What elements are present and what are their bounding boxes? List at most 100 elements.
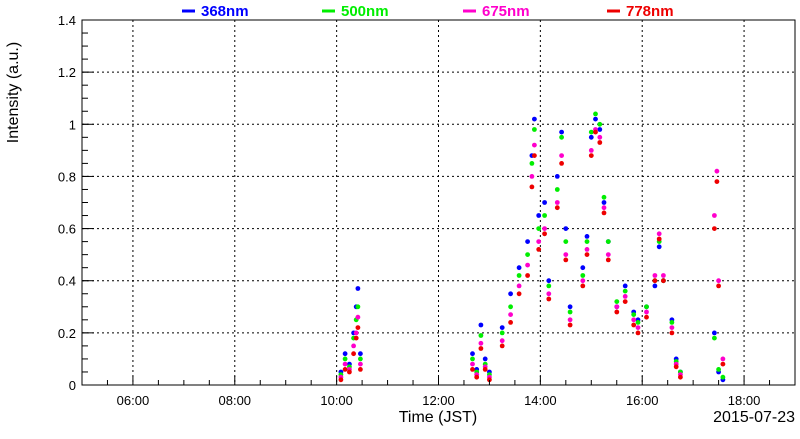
- y-tick-label: 0.6: [58, 222, 76, 237]
- data-point: [508, 291, 513, 297]
- data-point: [567, 317, 573, 323]
- data-points-layer: [338, 111, 726, 383]
- data-point: [355, 286, 361, 291]
- data-point: [597, 134, 603, 140]
- data-point: [656, 231, 662, 237]
- data-point: [584, 239, 590, 245]
- x-tick-label: 06:00: [117, 393, 150, 408]
- data-point: [580, 265, 586, 271]
- data-point: [601, 205, 607, 211]
- data-point: [554, 174, 560, 179]
- data-point: [714, 179, 720, 185]
- data-point: [588, 134, 594, 140]
- data-point: [622, 299, 628, 304]
- data-point: [631, 322, 637, 328]
- data-point: [669, 330, 675, 336]
- data-point: [532, 153, 537, 159]
- x-tick-label: 10:00: [320, 393, 353, 408]
- data-point: [470, 367, 475, 372]
- data-point: [358, 356, 363, 362]
- y-tick-label: 0.8: [58, 169, 76, 184]
- data-point: [563, 252, 569, 257]
- data-point: [470, 361, 475, 367]
- y-tick-label: 1.2: [58, 65, 76, 80]
- data-point: [536, 239, 542, 245]
- data-point: [482, 367, 488, 372]
- data-point: [355, 314, 361, 320]
- data-point: [652, 273, 658, 278]
- data-point: [601, 194, 607, 200]
- data-point: [516, 283, 522, 289]
- x-tick-label: 12:00: [422, 393, 455, 408]
- data-point: [525, 252, 530, 257]
- data-point: [478, 340, 484, 346]
- data-point: [529, 161, 535, 166]
- data-point: [358, 367, 363, 372]
- data-point: [631, 312, 637, 317]
- series-368nm: [338, 116, 726, 383]
- data-point: [712, 213, 717, 218]
- data-point: [563, 226, 569, 232]
- data-point: [525, 262, 530, 268]
- data-point: [542, 200, 547, 205]
- data-point: [635, 325, 641, 330]
- data-point: [597, 127, 603, 132]
- data-point: [588, 129, 594, 135]
- data-point: [482, 356, 488, 362]
- data-point: [716, 367, 721, 372]
- data-point: [712, 330, 717, 336]
- data-point: [516, 265, 522, 271]
- data-point: [593, 129, 598, 135]
- data-point: [516, 273, 522, 278]
- data-point: [355, 325, 361, 330]
- data-point: [661, 278, 666, 284]
- data-point: [644, 309, 649, 315]
- data-point: [584, 252, 590, 257]
- data-point: [499, 325, 505, 330]
- data-point: [661, 273, 666, 278]
- data-point: [542, 226, 547, 232]
- data-point: [532, 116, 537, 122]
- y-tick-label: 0: [69, 378, 76, 393]
- data-point: [478, 322, 484, 328]
- data-point: [358, 351, 363, 357]
- data-point: [580, 273, 586, 278]
- y-tick-label: 0.4: [58, 274, 76, 289]
- data-point: [567, 309, 573, 315]
- data-point: [678, 374, 683, 380]
- data-point: [567, 322, 573, 328]
- data-point: [652, 283, 658, 289]
- data-point: [669, 320, 675, 325]
- data-point: [656, 236, 662, 242]
- data-point: [601, 200, 607, 205]
- data-point: [499, 338, 505, 344]
- data-point: [351, 343, 356, 349]
- data-point: [342, 361, 348, 367]
- data-point: [554, 200, 560, 205]
- data-point: [351, 351, 356, 357]
- data-point: [716, 278, 721, 284]
- y-tick-label: 0.2: [58, 326, 76, 341]
- data-point: [635, 320, 641, 325]
- data-point: [622, 294, 628, 299]
- data-point: [342, 351, 348, 357]
- data-point: [605, 252, 611, 257]
- data-point: [525, 273, 530, 278]
- x-tick-label: 16:00: [626, 393, 659, 408]
- data-point: [614, 299, 620, 304]
- x-tick-label: 18:00: [728, 393, 761, 408]
- data-point: [563, 257, 569, 263]
- data-point: [673, 364, 679, 370]
- data-point: [669, 325, 675, 330]
- data-point: [622, 283, 628, 289]
- data-point: [584, 247, 590, 252]
- data-point: [542, 213, 547, 218]
- data-point: [597, 140, 603, 145]
- data-point: [542, 231, 547, 237]
- data-point: [353, 335, 359, 341]
- data-point: [652, 278, 658, 284]
- data-point: [601, 210, 607, 216]
- y-tick-label: 1.4: [58, 13, 76, 28]
- legend-label: 500nm: [341, 3, 389, 20]
